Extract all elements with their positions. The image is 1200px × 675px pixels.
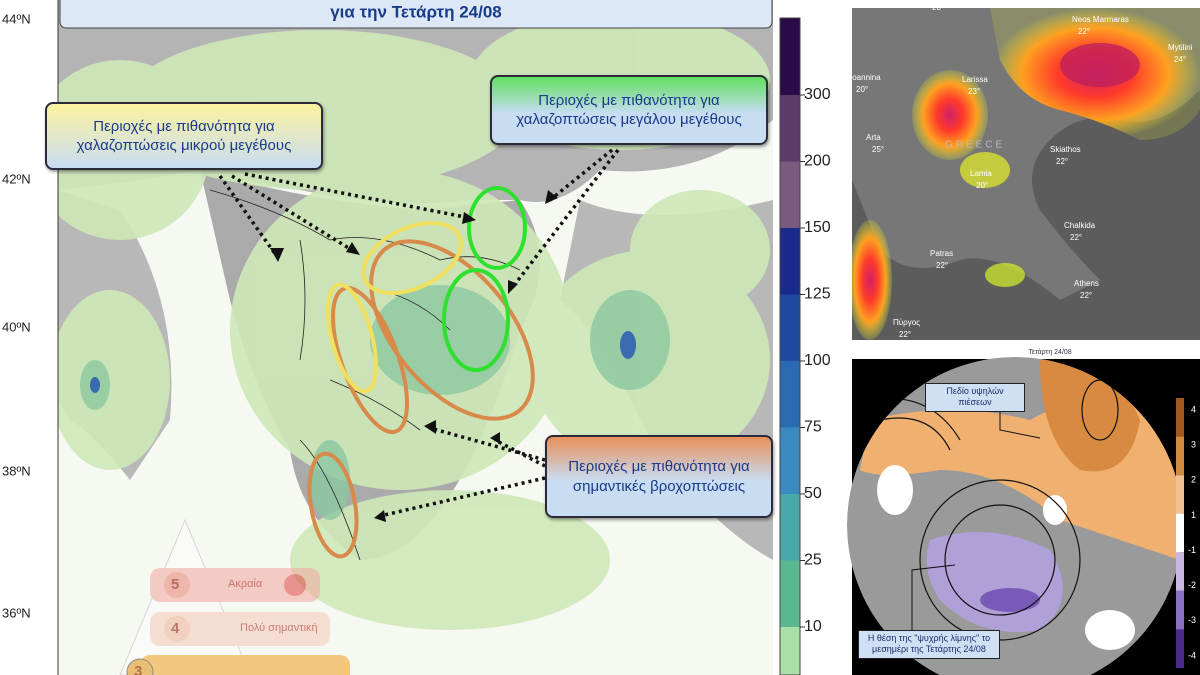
title: για την Τετάρτη 24/08 [330,2,502,21]
precip-colorbar: 300 200 150 125 100 75 50 25 10 [779,17,831,675]
city-temp: 25° [872,145,884,154]
colorbar-label: 25 [804,552,822,569]
latitude-label: 42ºN [2,171,31,186]
city-name: Πύργος [893,318,920,327]
arrow-heads [270,190,558,522]
colorbar-segment [1176,398,1184,437]
temperature-map [852,8,1200,340]
colorbar-segment [780,95,800,162]
anomaly-globe [847,357,1183,675]
colorbar-label: 200 [804,153,831,170]
pyramid-label: Ακραία [228,578,263,590]
colorbar-label: 3 [1191,440,1196,450]
city-name: Neos Marmaras [1072,15,1129,24]
city-name: Athens [1074,279,1099,288]
colorbar-label: 150 [804,219,831,236]
city-name: Lamia [970,169,992,178]
city-name: Mytilini [1168,43,1193,52]
latitude-label: 44ºN [2,11,31,26]
colorbar-segment [780,627,800,675]
anomaly-colorbar: 4 3 2 1 -1 -2 -3 -4 [1176,398,1196,668]
pyramid-label: Πολύ σημαντική [240,622,318,634]
colorbar-segment [780,427,800,494]
anomaly-heading: Τετάρτη 24/08 [1028,348,1071,356]
city-temp: 22° [899,330,911,339]
city-temp: 23° [968,87,980,96]
pyramid-number: 5 [171,576,180,593]
latitudes: 44ºN 42ºN 40ºN 38ºN 36ºN [2,11,31,620]
city-temp: 20° [932,3,944,12]
latitude-label: 40ºN [2,319,31,334]
colorbar-label: 1 [1191,510,1196,520]
colorbar-segment [780,294,800,361]
title-box [59,0,773,29]
city-temp: 22° [1070,233,1082,242]
colorbar-segment [780,228,800,295]
cold-pool-label: Η θέση της "ψυχρής λίμνης" το μεσημέρι τ… [858,630,1000,659]
city-temp: 22° [1056,157,1068,166]
high-pressure-label: Πεδίο υψηλών πιέσεων [925,383,1025,412]
city-name: Larissa [962,75,988,84]
city-temp: 22° [936,261,948,270]
latitude-label: 36ºN [2,605,31,620]
colorbar-segment [1176,475,1184,514]
colorbar-segment [780,161,800,228]
colorbar-frame [779,17,801,675]
city-name: Patras [930,249,953,258]
colorbar-segment [1176,436,1184,476]
colorbar-label: 75 [804,419,822,436]
ellipses [307,186,535,559]
colorbar-label: -4 [1188,650,1196,660]
colorbar-segment [1176,629,1184,668]
colorbar-label: -2 [1188,580,1196,590]
arrows [218,148,620,518]
city-name: Arta [866,133,881,142]
city-temp: 20° [856,85,868,94]
colorbar-label: 125 [804,286,831,303]
colorbar-segment [1176,590,1184,630]
colorbar-segment [780,494,800,561]
pyramid-number: 3 [134,663,143,675]
latitude-label: 38ºN [2,463,31,478]
city-temp: 20° [976,181,988,190]
colorbar-segment [1176,513,1184,553]
colorbar-segment [1176,552,1184,591]
colorbar-label: 100 [804,352,831,369]
colorbar-label: 300 [804,86,831,103]
colorbar-label: -1 [1188,545,1196,555]
city-name: Skiathos [1050,145,1081,154]
city-name: Ioannina [850,73,881,82]
callout-rain: Περιοχές με πιθανότητα για σημαντικές βρ… [545,435,773,518]
colorbar-segment [780,361,800,428]
colorbar-label: 10 [804,618,822,635]
pyramid-number: 4 [171,620,180,637]
city-temp: 22° [1080,291,1092,300]
city-name: Chalkida [1064,221,1096,230]
city-temp: 24° [1174,55,1186,64]
country-label: GREECE [945,140,1005,151]
callout-small-hail: Περιοχές με πιθανότητα για χαλαζοπτώσεις… [45,102,323,170]
heading-strip [852,345,1200,359]
pyramid [119,518,350,675]
colorbar-segment [780,18,800,95]
colorbar-label: 4 [1191,404,1196,414]
colorbar-label: 2 [1191,475,1196,485]
colorbar-segment [780,560,800,627]
colorbar-label: 50 [804,485,822,502]
colorbar-label: -3 [1188,615,1196,625]
callout-large-hail: Περιοχές με πιθανότητα για χαλαζοπτώσεις… [490,75,768,145]
city-temp: 22° [1078,27,1090,36]
city-labels: 20° Ioannina 20° Larissa 23° Neos Marmaras 22°… [850,3,1193,339]
